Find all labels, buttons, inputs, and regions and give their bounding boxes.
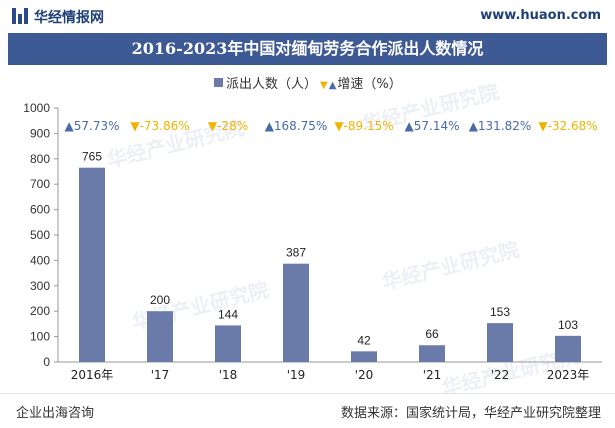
y-tick-label: 0 xyxy=(43,355,50,369)
y-tick-label: 400 xyxy=(30,253,50,267)
bar-1 xyxy=(147,311,173,362)
growth-rate-label: ▼-32.68% xyxy=(538,119,597,133)
x-tick-label: '20 xyxy=(355,368,374,382)
data-source: 数据来源：国家统计局，华经产业研究院整理 xyxy=(340,406,601,421)
x-tick-label: '18 xyxy=(219,368,238,382)
legend-item-rate: ▼▲增速（%） xyxy=(320,73,402,92)
x-tick-label: '22 xyxy=(491,368,510,382)
logo-icon xyxy=(12,8,28,24)
footer: 企业出海咨询 数据来源：国家统计局，华经产业研究院整理 xyxy=(0,393,615,428)
bar-3 xyxy=(283,263,309,362)
triangle-up-icon: ▲ xyxy=(328,80,337,91)
legend-item-bars: 派出人数（人） xyxy=(214,73,317,92)
chart-title: 2016-2023年中国对缅甸劳务合作派出人数情况 xyxy=(8,33,607,65)
bar-value-label: 153 xyxy=(490,305,510,319)
bar-2 xyxy=(215,325,241,362)
bar-value-label: 42 xyxy=(357,333,371,347)
bar-7 xyxy=(555,335,581,362)
growth-rate-label: ▲131.82% xyxy=(469,119,532,133)
legend-label-bars: 派出人数（人） xyxy=(226,77,318,92)
x-tick-label: '17 xyxy=(151,368,170,382)
bar-value-label: 66 xyxy=(425,327,439,341)
growth-rate-label: ▲57.73% xyxy=(65,119,120,133)
y-tick-label: 600 xyxy=(30,203,50,217)
x-tick-label: '19 xyxy=(287,368,306,382)
bar-value-label: 200 xyxy=(150,293,170,307)
y-tick-label: 100 xyxy=(30,330,50,344)
x-tick-label: 2016年 xyxy=(71,368,114,382)
x-tick-label: 2023年 xyxy=(547,368,590,382)
site-name: 华经情报网 xyxy=(34,10,104,26)
growth-rate-label: ▼-73.86% xyxy=(130,119,189,133)
y-tick-label: 500 xyxy=(30,228,50,242)
growth-rate-label: ▲57.14% xyxy=(405,119,460,133)
y-tick-label: 900 xyxy=(30,126,50,140)
bar-0 xyxy=(79,167,105,362)
footer-left-text: 企业出海咨询 xyxy=(16,406,95,421)
bar-4 xyxy=(351,351,377,362)
legend-swatch-bar xyxy=(214,78,223,87)
bar-value-label: 144 xyxy=(218,307,238,321)
legend-label-rate: 增速（%） xyxy=(337,77,402,92)
chart-legend: 派出人数（人） ▼▲增速（%） xyxy=(0,73,615,92)
bar-6 xyxy=(487,323,513,362)
y-tick-label: 800 xyxy=(30,152,50,166)
top-bar: 华经情报网 www.huaon.com xyxy=(0,0,615,32)
y-tick-label: 200 xyxy=(30,304,50,318)
triangle-down-icon: ▼ xyxy=(320,80,328,91)
bar-value-label: 765 xyxy=(82,150,102,164)
y-tick-label: 1000 xyxy=(23,101,50,115)
growth-rate-label: ▲168.75% xyxy=(265,119,328,133)
y-tick-label: 700 xyxy=(30,177,50,191)
bar-value-label: 387 xyxy=(286,246,306,260)
x-tick-label: '21 xyxy=(423,368,442,382)
bar-value-label: 103 xyxy=(558,318,578,332)
y-tick-label: 300 xyxy=(30,279,50,293)
bar-5 xyxy=(419,345,445,362)
site-url[interactable]: www.huaon.com xyxy=(480,8,601,23)
growth-rate-label: ▼-89.15% xyxy=(334,119,393,133)
growth-rate-label: ▼-28% xyxy=(208,119,248,133)
